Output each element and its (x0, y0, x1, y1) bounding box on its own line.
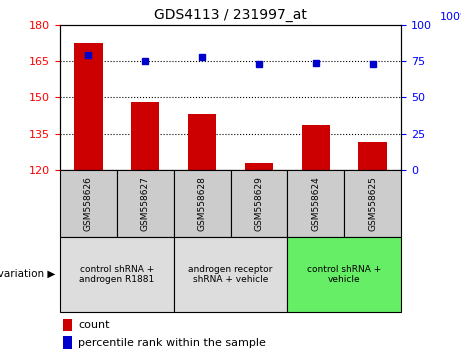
Text: androgen receptor
shRNA + vehicle: androgen receptor shRNA + vehicle (188, 265, 273, 284)
Text: percentile rank within the sample: percentile rank within the sample (78, 338, 266, 348)
Text: count: count (78, 320, 110, 330)
Bar (174, 237, 287, 312)
Text: GSM558626: GSM558626 (84, 176, 93, 231)
Text: GSM558629: GSM558629 (254, 176, 263, 231)
Bar (301, 125, 330, 170)
Text: GSM558625: GSM558625 (368, 176, 377, 231)
Text: GSM558624: GSM558624 (311, 176, 320, 231)
Text: GSM558627: GSM558627 (141, 176, 150, 231)
Bar (131, 102, 160, 170)
Bar (60, 237, 174, 312)
Bar (63, 319, 71, 331)
Bar (245, 162, 273, 170)
Bar (287, 170, 344, 237)
Text: genotype/variation ▶: genotype/variation ▶ (0, 269, 55, 279)
Text: 100%: 100% (440, 12, 461, 22)
Bar (358, 142, 387, 170)
Bar (174, 170, 230, 237)
Text: control shRNA +
androgen R1881: control shRNA + androgen R1881 (79, 265, 154, 284)
Title: GDS4113 / 231997_at: GDS4113 / 231997_at (154, 8, 307, 22)
Text: GSM558628: GSM558628 (198, 176, 207, 231)
Bar (188, 114, 216, 170)
Text: control shRNA +
vehicle: control shRNA + vehicle (307, 265, 381, 284)
Bar (63, 336, 71, 349)
Bar (117, 170, 174, 237)
Bar (344, 170, 401, 237)
Bar (60, 170, 117, 237)
Bar (287, 237, 401, 312)
Bar (230, 170, 287, 237)
Bar (74, 43, 102, 170)
